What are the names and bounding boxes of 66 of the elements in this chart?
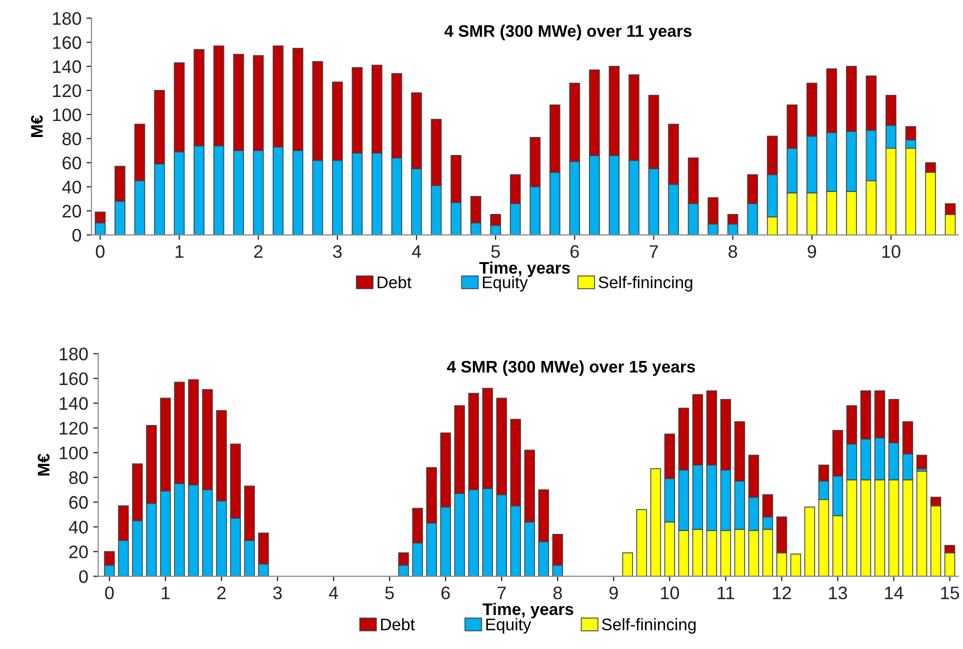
x-axis-title: Time, years — [479, 261, 570, 278]
bar — [790, 554, 802, 576]
legend-label: Self-finincing — [602, 618, 696, 634]
x-tick-label: 9 — [808, 245, 816, 258]
x-tick-label: 1 — [176, 245, 184, 258]
y-tick-label: 80 — [69, 471, 88, 484]
x-tick-label: 7 — [650, 245, 658, 258]
x-tick-label: 14 — [885, 586, 904, 600]
bar — [622, 552, 634, 576]
x-tick-label: 5 — [385, 586, 394, 600]
bar — [804, 506, 816, 576]
y-tick-label: 180 — [53, 12, 82, 25]
y-tick-label: 0 — [72, 228, 82, 242]
x-tick-label: 7 — [498, 586, 506, 600]
x-tick-label: 3 — [273, 586, 282, 600]
y-tick-label: 60 — [62, 156, 82, 170]
y-tick-label: 20 — [69, 546, 88, 558]
bar — [636, 509, 648, 576]
y-tick-label: 100 — [53, 108, 82, 122]
y-tick-label: 40 — [62, 180, 82, 194]
x-tick-label: 15 — [941, 586, 960, 600]
y-tick-label: 140 — [60, 397, 88, 410]
y-tick-label: 0 — [79, 570, 88, 584]
x-tick-label: 4 — [328, 586, 338, 600]
y-axis-title: M€ — [38, 454, 50, 476]
y-tick-label: 120 — [53, 84, 82, 98]
x-tick-label: 1 — [162, 586, 170, 600]
x-tick-label: 5 — [491, 245, 500, 258]
chart-title: 4 SMR (300 MWe) over 15 years — [447, 360, 695, 376]
bar — [916, 454, 928, 470]
x-tick-label: 8 — [553, 586, 562, 600]
legend-label: Self-finincing — [598, 276, 692, 292]
x-tick-label: 12 — [773, 586, 791, 600]
y-tick-label: 160 — [60, 372, 88, 386]
x-tick-label: 0 — [105, 586, 114, 600]
y-tick-label: 80 — [62, 132, 82, 146]
x-tick-label: 10 — [882, 245, 900, 258]
x-tick-label: 0 — [96, 245, 104, 258]
x-tick-label: 3 — [333, 245, 342, 258]
legend-label: Debt — [378, 276, 412, 288]
x-tick-label: 10 — [661, 586, 679, 600]
x-tick-label: 6 — [570, 245, 579, 258]
legend-label: Debt — [381, 618, 415, 630]
x-tick-label: 13 — [829, 586, 847, 600]
x-tick-label: 11 — [718, 586, 734, 600]
x-tick-label: 2 — [217, 586, 226, 600]
x-tick-label: 8 — [728, 245, 738, 258]
y-tick-label: 60 — [69, 496, 88, 509]
y-tick-label: 100 — [60, 446, 88, 460]
x-tick-label: 4 — [412, 245, 421, 258]
y-axis-title: M€ — [30, 115, 43, 138]
chart-title: 4 SMR (300 MWe) over 11 years — [444, 24, 692, 40]
x-tick-label: 2 — [254, 245, 262, 258]
x-axis-title: Time, years — [482, 602, 574, 618]
bar — [916, 470, 928, 576]
y-tick-label: 160 — [53, 36, 82, 49]
y-tick-label: 40 — [68, 520, 88, 534]
legend-label: Equity — [486, 618, 532, 634]
y-tick-label: 20 — [62, 204, 82, 218]
x-tick-label: 9 — [609, 586, 618, 600]
y-tick-label: 140 — [53, 60, 82, 74]
y-tick-label: 180 — [60, 348, 88, 360]
x-tick-label: 6 — [441, 586, 450, 600]
legend-label: Equity — [482, 276, 528, 292]
y-tick-label: 120 — [60, 422, 88, 435]
bar — [650, 468, 662, 576]
